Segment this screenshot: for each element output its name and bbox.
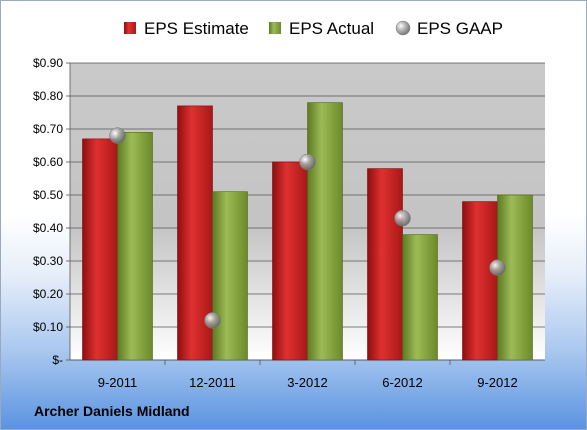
x-tick-label: 9-2012 <box>477 375 517 390</box>
eps-gaap-marker <box>394 209 411 227</box>
eps-estimate-bar <box>82 138 118 361</box>
company-label: Archer Daniels Midland <box>34 403 190 419</box>
legend-swatch <box>269 22 281 34</box>
eps-gaap-marker <box>299 153 316 171</box>
y-tick-label: $0.90 <box>33 56 63 70</box>
eps-estimate-bar <box>462 201 498 361</box>
eps-gaap-marker <box>489 259 506 276</box>
eps-actual-bar <box>117 132 153 361</box>
eps-estimate-bar <box>367 168 403 361</box>
eps-actual-bar <box>212 191 248 361</box>
x-tick-label: 9-2011 <box>98 375 138 390</box>
legend-label: EPS Actual <box>289 19 374 38</box>
y-tick-label: $0.40 <box>33 221 63 235</box>
y-tick-label: $- <box>52 353 63 367</box>
legend-swatch <box>124 22 136 34</box>
y-tick-label: $0.80 <box>33 89 63 103</box>
y-tick-label: $0.20 <box>33 287 63 301</box>
y-tick-label: $0.50 <box>33 188 63 202</box>
x-tick-label: 6-2012 <box>382 375 422 390</box>
y-tick-label: $0.70 <box>33 122 63 136</box>
eps-actual-bar <box>307 102 343 361</box>
eps-gaap-marker <box>204 312 221 329</box>
y-tick-label: $0.10 <box>33 320 63 334</box>
eps-estimate-bar <box>272 161 308 361</box>
eps-actual-bar <box>402 234 438 361</box>
y-tick-label: $0.30 <box>33 254 63 268</box>
legend-swatch <box>395 20 411 36</box>
y-tick-label: $0.60 <box>33 155 63 169</box>
legend-label: EPS Estimate <box>144 19 249 38</box>
legend-label: EPS GAAP <box>417 19 503 38</box>
x-tick-label: 12-2011 <box>189 375 236 390</box>
eps-actual-bar <box>497 194 533 361</box>
eps-gaap-marker <box>109 127 126 144</box>
x-tick-label: 3-2012 <box>287 375 327 390</box>
